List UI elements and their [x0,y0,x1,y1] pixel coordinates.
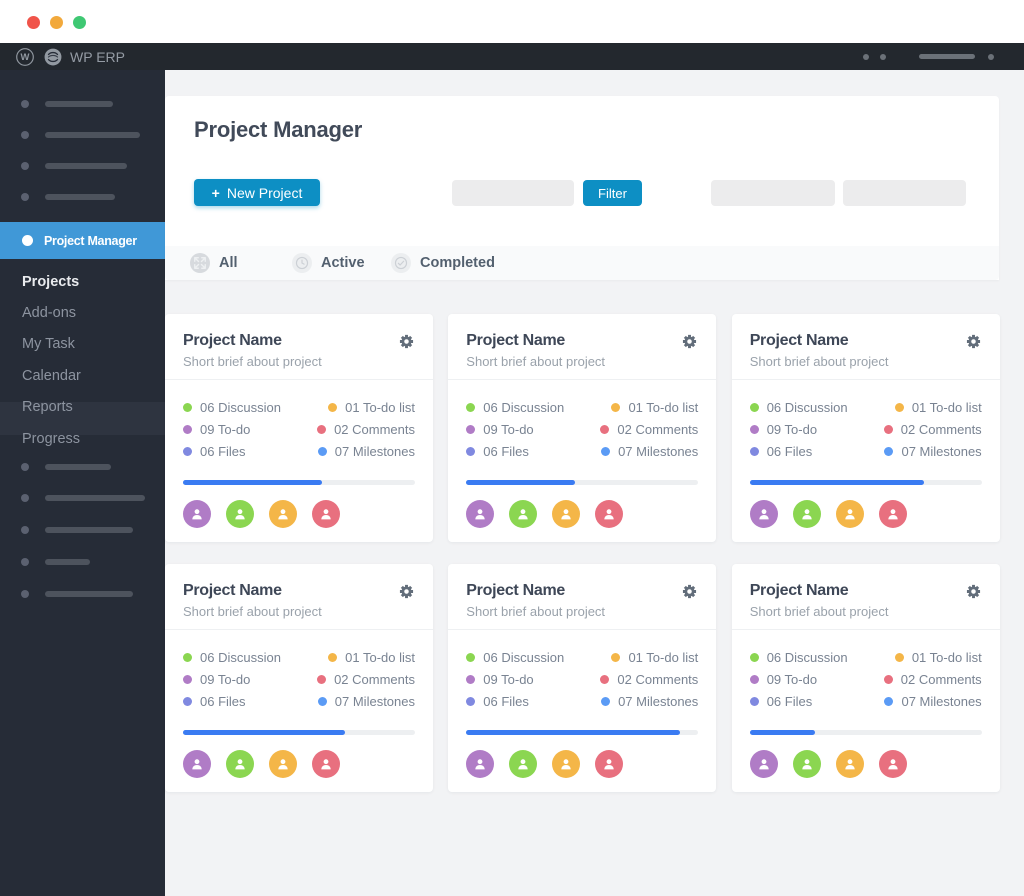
svg-text:W: W [21,52,30,63]
